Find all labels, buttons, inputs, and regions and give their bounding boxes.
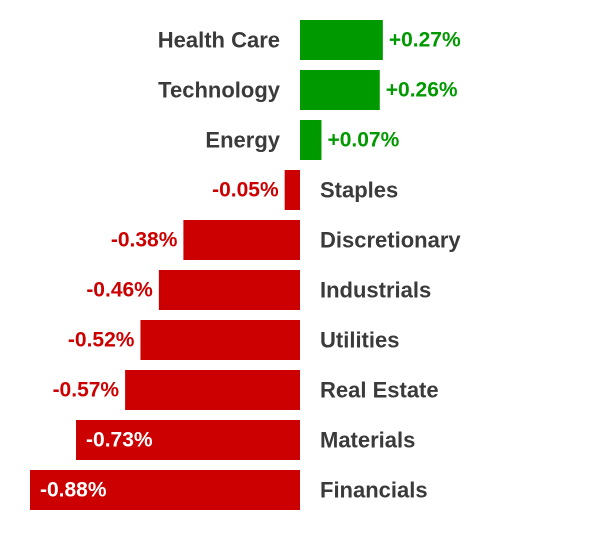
bars-layer xyxy=(30,20,383,510)
category-label-materials: Materials xyxy=(320,428,415,453)
category-label-real-estate: Real Estate xyxy=(320,378,439,403)
value-label-technology: +0.26% xyxy=(386,79,458,102)
value-label-materials: -0.73% xyxy=(86,429,153,452)
category-label-utilities: Utilities xyxy=(320,328,399,353)
value-label-financials: -0.88% xyxy=(40,479,107,502)
bar-technology xyxy=(300,70,380,110)
value-label-utilities: -0.52% xyxy=(68,329,135,352)
value-label-real-estate: -0.57% xyxy=(53,379,120,402)
bar-energy xyxy=(300,120,322,160)
labels-layer: Health Care +0.27% Technology +0.26% Energy +… xyxy=(40,28,461,503)
bar-industrials xyxy=(158,270,300,310)
bar-materials xyxy=(76,420,300,460)
category-label-industrials: Industrials xyxy=(320,278,431,303)
value-label-health-care: +0.27% xyxy=(389,29,461,52)
category-label-energy: Energy xyxy=(205,128,280,153)
category-label-health-care: Health Care xyxy=(158,28,280,53)
value-label-energy: +0.07% xyxy=(327,129,399,152)
bar-utilities xyxy=(140,320,300,360)
bar-staples xyxy=(284,170,300,210)
value-label-discretionary: -0.38% xyxy=(111,229,178,252)
bar-financials xyxy=(30,470,300,510)
category-label-discretionary: Discretionary xyxy=(320,228,461,253)
category-label-financials: Financials xyxy=(320,478,428,503)
value-label-industrials: -0.46% xyxy=(86,279,153,302)
category-label-technology: Technology xyxy=(158,78,281,103)
bar-discretionary xyxy=(183,220,300,260)
bar-health-care xyxy=(300,20,383,60)
category-label-staples: Staples xyxy=(320,178,398,203)
value-label-staples: -0.05% xyxy=(212,179,279,202)
bar-real-estate xyxy=(125,370,300,410)
